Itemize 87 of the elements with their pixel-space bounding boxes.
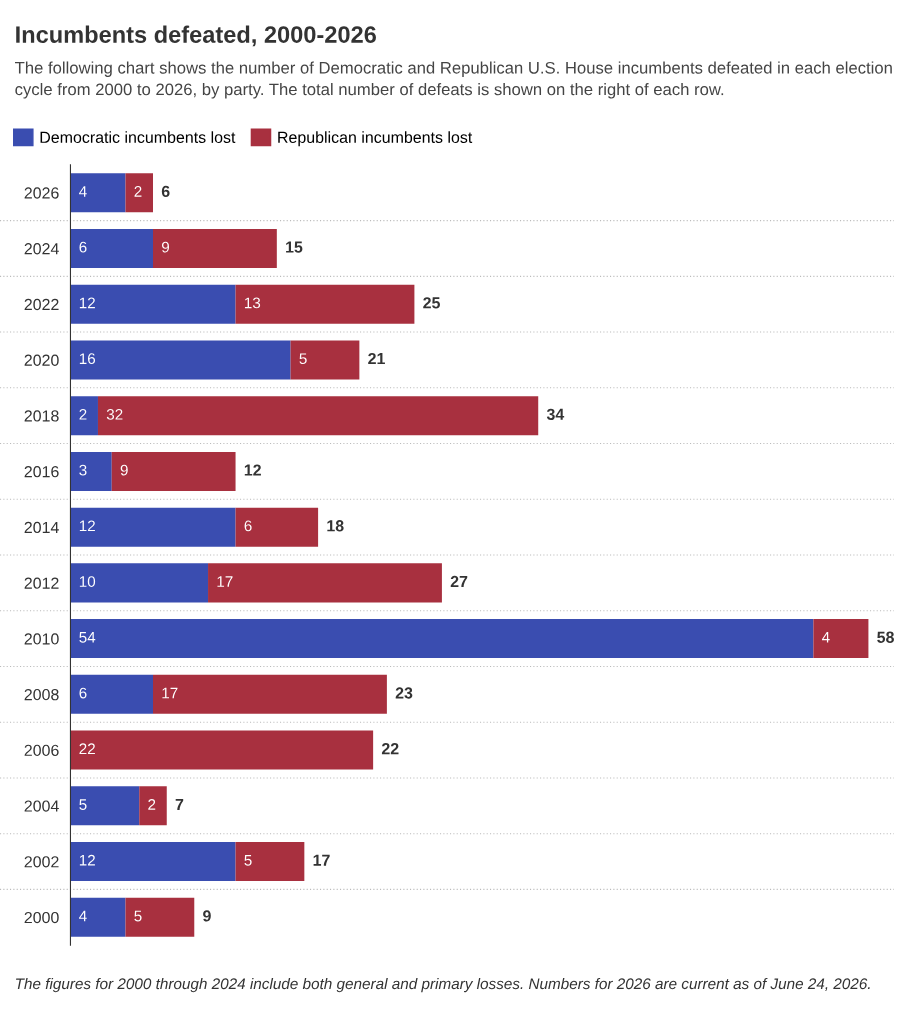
bar [813,619,869,659]
total-label: 21 [368,352,385,365]
data-label: 2 [134,186,142,197]
bar [208,563,442,603]
data-label: 12 [79,297,95,309]
bar [70,674,153,714]
legend-label: Republican incumbents lost [278,131,473,147]
chart-subtitle: The following chart shows the number of Democratic and Republican U.S. House incumbents defeated in each election cycle from 2000 to 2026, by party. The total number of defeats is shown on the right of each row. [15,61,892,99]
y-tick-label: 2008 [24,688,59,701]
total-label: 25 [423,297,440,309]
y-tick-label: 2000 [24,911,59,924]
data-label: 22 [79,743,95,755]
bar [139,786,167,826]
data-label: 16 [79,353,96,365]
y-tick-label: 2018 [24,410,59,422]
data-label: 54 [79,632,96,643]
data-label: 32 [106,408,123,420]
data-label: 4 [821,632,830,643]
y-tick-label: 2026 [24,187,59,199]
bar [70,563,209,603]
data-label: 12 [79,520,95,532]
bar [153,228,277,268]
legend-label: Democratic incumbents lost [40,131,236,143]
total-label: 27 [450,575,468,588]
data-label: 6 [244,520,252,532]
data-label: 5 [79,799,87,810]
data-label: 4 [79,186,87,197]
data-label: 6 [79,687,87,699]
bar [70,451,112,491]
data-label: 13 [244,297,261,309]
total-label: 17 [313,854,330,866]
bar [70,730,374,770]
total-label: 6 [161,185,170,198]
data-label: 5 [244,854,252,866]
y-tick-label: 2020 [24,354,59,366]
total-label: 15 [286,241,303,253]
bar [70,396,98,436]
y-tick-label: 2012 [24,577,59,589]
bar [70,842,236,882]
total-label: 7 [175,798,184,810]
data-label: 12 [79,854,95,866]
total-label: 12 [244,464,261,476]
y-tick-label: 2006 [24,744,59,757]
total-label: 23 [395,687,413,699]
bar [125,897,195,937]
y-tick-label: 2002 [24,856,59,868]
data-label: 10 [79,576,96,587]
data-label: 2 [79,408,87,420]
bar [70,340,291,380]
data-label: 2 [148,799,156,810]
total-label: 34 [546,408,565,420]
bar [290,340,360,380]
bar [70,507,236,547]
total-label: 18 [327,520,344,532]
bar [111,451,236,491]
text: The figures for 2000 through 2024 include both general and primary losses. Numbers for 2026 are current as of June 24, 2026. [16,977,870,993]
data-label: 5 [299,353,307,365]
bar [235,507,319,547]
data-label: 17 [217,576,233,587]
data-label: 5 [134,910,142,922]
chart-title: Incumbents defeated, 2000-2026 [16,25,376,47]
y-tick-label: 2016 [24,466,59,478]
bar [97,396,539,436]
bar [70,228,153,268]
bar [70,284,236,324]
y-tick-label: 2004 [24,800,59,812]
total-label: 58 [877,631,894,643]
y-tick-label: 2014 [24,521,59,534]
data-label: 4 [79,910,87,922]
data-label: 6 [79,241,87,253]
bar [70,897,126,937]
total-label: 22 [381,743,399,755]
data-label: 9 [120,464,128,476]
bar [70,173,126,213]
bar [125,173,153,213]
data-label: 9 [161,241,170,253]
total-label: 9 [203,910,211,922]
y-tick-label: 2024 [24,243,59,255]
data-label: 17 [162,687,178,699]
bar [70,786,140,826]
bar [235,284,415,324]
y-tick-label: 2022 [24,298,59,311]
bar [70,619,814,659]
bar [235,842,305,882]
data-label: 3 [79,464,87,476]
bar [153,674,387,714]
y-tick-label: 2010 [24,633,59,645]
